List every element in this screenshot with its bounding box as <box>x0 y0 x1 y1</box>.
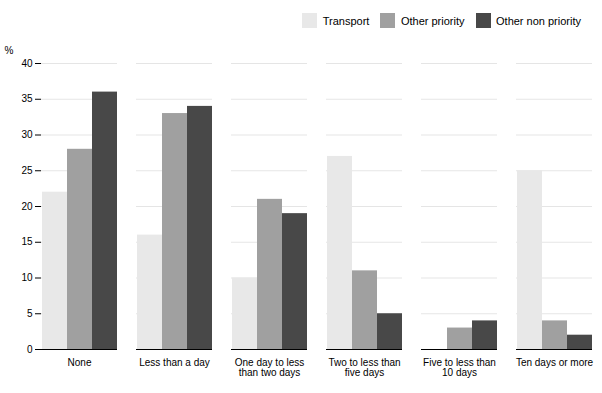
svg-text:20: 20 <box>21 200 33 211</box>
svg-text:Two to less thanfive days: Two to less thanfive days <box>328 356 400 377</box>
svg-text:Less than a day: Less than a day <box>139 356 210 367</box>
svg-text:Five to less than10 days: Five to less than10 days <box>423 356 496 377</box>
svg-text:None: None <box>68 356 92 367</box>
svg-text:0: 0 <box>27 343 33 354</box>
svg-text:40: 40 <box>21 57 33 68</box>
html-text:Other priority: Other priority <box>400 14 465 27</box>
html-text:Transport: Transport <box>322 14 370 27</box>
svg-text:%: % <box>5 44 14 55</box>
svg-text:25: 25 <box>21 164 33 175</box>
svg-text:Ten days or more: Ten days or more <box>516 356 594 367</box>
svg-text:35: 35 <box>21 93 33 104</box>
svg-text:30: 30 <box>21 129 33 140</box>
svg-text:One day to lessthan two days: One day to lessthan two days <box>235 356 304 377</box>
svg-text:5: 5 <box>27 307 33 318</box>
svg-text:10: 10 <box>21 272 33 283</box>
svg-text:15: 15 <box>21 236 33 247</box>
html-text:Other non priority: Other non priority <box>496 14 581 27</box>
